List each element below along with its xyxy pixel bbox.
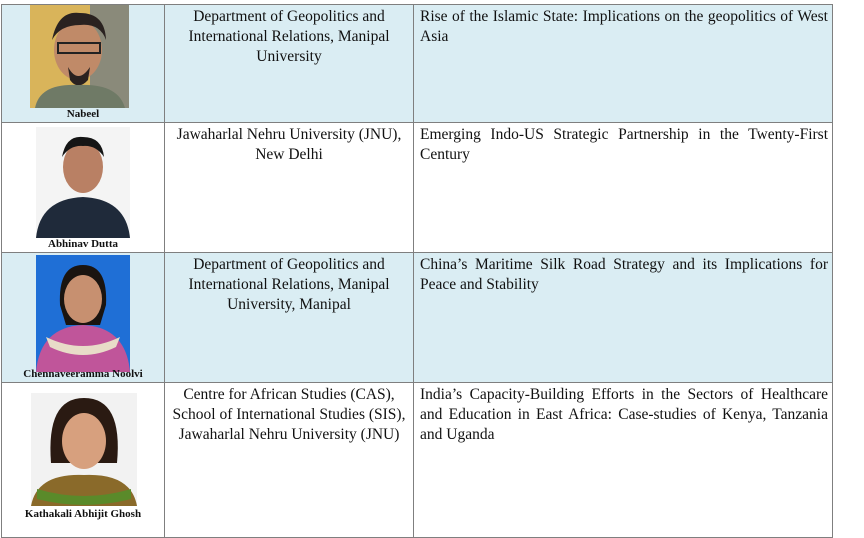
affiliation: Department of Geopolitics and Internatio… (164, 252, 414, 383)
affiliation: Centre for African Studies (CAS), School… (164, 382, 414, 538)
portrait-chennaveeramma-noolvi (36, 255, 130, 372)
photo-cell: Kathakali Abhijit Ghosh (1, 382, 165, 538)
portrait-abhinav-dutta (36, 127, 130, 238)
photo-cell: Abhinav Dutta (1, 122, 165, 253)
paper-title: Rise of the Islamic State: Implications … (413, 4, 833, 123)
table-row: Abhinav Dutta Jawaharlal Nehru Universit… (1, 122, 833, 253)
paper-title: China’s Maritime Silk Road Strategy and … (413, 252, 833, 383)
participant-name: Nabeel (66, 108, 100, 120)
participant-name: Abhinav Dutta (48, 238, 118, 250)
portrait-kathakali-abhijit-ghosh (31, 393, 137, 506)
participant-name: Kathakali Abhijit Ghosh (24, 508, 142, 520)
participants-table: Nabeel Department of Geopolitics and Int… (1, 4, 833, 538)
affiliation: Department of Geopolitics and Internatio… (164, 4, 414, 123)
photo-cell: Chennaveeramma Noolvi (1, 252, 165, 383)
participant-name: Chennaveeramma Noolvi (23, 368, 143, 380)
affiliation: Jawaharlal Nehru University (JNU), New D… (164, 122, 414, 253)
paper-title: Emerging Indo-US Strategic Partnership i… (413, 122, 833, 253)
table-row: Nabeel Department of Geopolitics and Int… (1, 4, 833, 123)
portrait-nabeel (30, 5, 129, 108)
paper-title: India’s Capacity-Building Efforts in the… (413, 382, 833, 538)
photo-cell: Nabeel (1, 4, 165, 123)
table-row: Kathakali Abhijit Ghosh Centre for Afric… (1, 382, 833, 538)
table-row: Chennaveeramma Noolvi Department of Geop… (1, 252, 833, 383)
